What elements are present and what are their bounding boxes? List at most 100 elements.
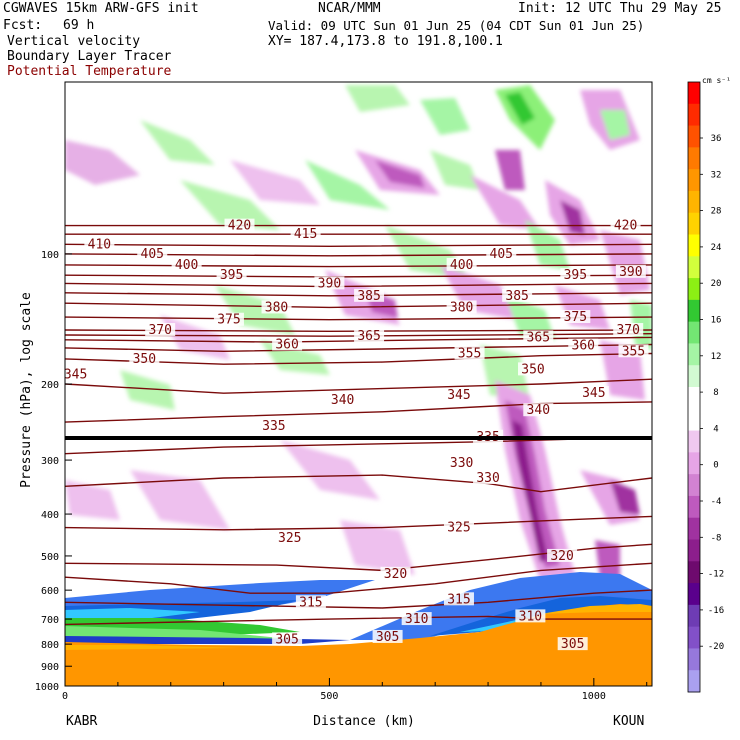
- theta-label: 350: [133, 352, 156, 367]
- theta-contour-335: [65, 436, 652, 455]
- theta-label: 355: [622, 344, 645, 359]
- x-axis: 0 500 1000: [62, 678, 648, 702]
- theta-label: 360: [572, 339, 595, 354]
- colorbar-label: 36: [711, 134, 722, 144]
- theta-label: 330: [450, 456, 473, 471]
- colorbar-swatch: [688, 299, 700, 323]
- theta-label-bg: [290, 227, 321, 241]
- colorbar-label: 28: [711, 207, 722, 217]
- y-tick-label: 500: [41, 552, 59, 563]
- theta-label-bg: [446, 257, 477, 271]
- theta-label-bg: [568, 338, 599, 352]
- theta-label-bg: [65, 367, 91, 381]
- theta-label: 375: [564, 310, 587, 325]
- theta-label: 325: [278, 531, 301, 546]
- theta-label-bg: [557, 637, 588, 651]
- endpoint-right-label: KOUN: [613, 714, 644, 729]
- org-label: NCAR/MMM: [318, 1, 381, 16]
- y-axis-title: Pressure (hPa), log scale: [19, 292, 34, 488]
- y-tick-label: 900: [41, 662, 59, 673]
- theta-label: 310: [519, 609, 542, 624]
- theta-label: 310: [405, 612, 428, 627]
- colorbar-swatch: [688, 626, 700, 649]
- colorbar-swatch: [688, 670, 700, 693]
- theta-label-bg: [224, 218, 255, 232]
- colorbar-swatch: [688, 387, 700, 410]
- endpoint-left-label: KABR: [66, 714, 97, 729]
- theta-label-bg: [145, 323, 176, 337]
- theta-label-bg: [560, 310, 591, 324]
- theta-contour-380: [65, 302, 652, 309]
- colorbar-label: 0: [713, 461, 718, 471]
- theta-contour-375: [65, 316, 652, 321]
- theta-label: 330: [476, 471, 499, 486]
- theta-label-bg: [446, 456, 477, 470]
- y-tick-label: 600: [41, 586, 59, 597]
- colorbar-label: -4: [711, 497, 722, 507]
- theta-label: 410: [88, 237, 111, 252]
- theta-label: 345: [64, 367, 87, 382]
- colorbar-label: 32: [711, 170, 722, 180]
- theta-label: 325: [447, 521, 470, 536]
- colorbar-swatch: [688, 103, 700, 127]
- forecast-hour: 69 h: [63, 18, 95, 33]
- x-tick-label: 0: [62, 691, 68, 702]
- colorbar-swatch: [688, 125, 700, 148]
- theta-label-bg: [216, 268, 247, 282]
- colorbar-swatch: [688, 517, 700, 540]
- theta-label: 385: [505, 289, 528, 304]
- field-vertical-velocity: Vertical velocity: [7, 34, 141, 49]
- field-boundary-layer-tracer: Boundary Layer Tracer: [7, 49, 172, 64]
- theta-label: 350: [521, 362, 544, 377]
- theta-label-bg: [314, 276, 345, 290]
- theta-label-bg: [272, 632, 303, 646]
- theta-contour-355: [65, 343, 652, 353]
- xy-endpoints: XY= 187.4,173.8 to 191.8,100.1: [268, 34, 503, 49]
- theta-label: 345: [582, 386, 605, 401]
- colorbar-swatch: [688, 474, 700, 497]
- colorbar-swatch: [688, 495, 700, 519]
- theta-label-bg: [560, 268, 591, 282]
- theta-label: 315: [299, 595, 322, 610]
- colorbar-label: -16: [708, 606, 724, 616]
- theta-label-bg: [523, 330, 554, 344]
- theta-label-bg: [295, 595, 326, 609]
- theta-label: 370: [616, 323, 639, 338]
- theta-label-bg: [272, 337, 303, 351]
- theta-label-bg: [261, 300, 292, 314]
- theta-contour-385: [65, 292, 652, 297]
- colorbar-frame: [687, 81, 701, 693]
- colorbar-label: 20: [711, 279, 722, 289]
- theta-label-bg: [610, 218, 641, 232]
- theta-label: 405: [141, 247, 164, 262]
- colorbar-swatch: [688, 365, 700, 388]
- x-axis-title: Distance (km): [313, 714, 415, 729]
- colorbar-label: 4: [713, 424, 718, 434]
- theta-label: 315: [447, 592, 470, 607]
- theta-label: 400: [450, 258, 473, 273]
- theta-label: 380: [450, 300, 473, 315]
- theta-contour-350: [65, 352, 652, 365]
- colorbar-label: 24: [711, 243, 722, 253]
- theta-label: 345: [447, 388, 470, 403]
- colorbar-label: -8: [711, 533, 722, 543]
- theta-label: 355: [458, 347, 481, 362]
- colorbar-label: -12: [708, 570, 724, 580]
- colorbar-swatch: [688, 190, 700, 214]
- colorbar-swatch: [688, 147, 700, 170]
- theta-label-bg: [258, 418, 289, 432]
- colorbar-swatch: [688, 452, 700, 475]
- forecast-label: Fcst:: [3, 18, 43, 33]
- theta-label-bg: [274, 531, 305, 545]
- theta-contour-330: [65, 474, 652, 493]
- colorbar-unit: cm s⁻¹: [702, 76, 731, 85]
- theta-label-bg: [443, 387, 474, 401]
- potential-temperature-labels: 420 415 420 410 405 400 395 390 385 380 375 370 400 4…: [64, 218, 649, 652]
- theta-label: 305: [561, 637, 584, 652]
- theta-label: 395: [564, 268, 587, 283]
- colorbar-swatch: [688, 212, 700, 235]
- vertical-velocity-field: [65, 85, 652, 580]
- colorbar-swatch: [688, 343, 700, 366]
- y-tick-label: 200: [41, 380, 59, 391]
- theta-contour-320: [65, 543, 652, 572]
